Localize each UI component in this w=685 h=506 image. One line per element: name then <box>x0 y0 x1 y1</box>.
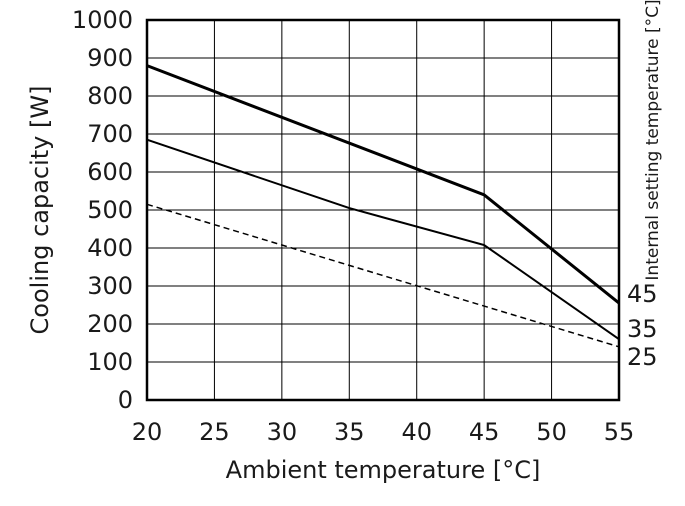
x-tick-label: 25 <box>199 418 230 446</box>
series-label-35: 35 <box>627 315 658 343</box>
plot-frame <box>145 18 621 402</box>
x-tick-labels: 20 25 30 35 40 45 50 55 <box>132 418 635 446</box>
y-tick-label: 200 <box>87 310 133 338</box>
y-tick-label: 900 <box>87 44 133 72</box>
y-axis-title: Cooling capacity [W] <box>26 86 54 335</box>
y-tick-label: 0 <box>118 386 133 414</box>
x-tick-label: 35 <box>334 418 365 446</box>
x-tick-label: 20 <box>132 418 163 446</box>
x-tick-label: 40 <box>401 418 432 446</box>
x-tick-label: 55 <box>604 418 635 446</box>
x-tick-label: 45 <box>469 418 500 446</box>
series-label-25: 25 <box>627 343 658 371</box>
y-tick-label: 800 <box>87 82 133 110</box>
series-line-45 <box>146 64 620 305</box>
y-tick-label: 400 <box>87 234 133 262</box>
series-line-25 <box>146 203 620 348</box>
y-tick-label: 100 <box>87 348 133 376</box>
grid <box>147 20 619 400</box>
x-tick-label: 30 <box>267 418 298 446</box>
y-tick-label: 500 <box>87 196 133 224</box>
y-tick-labels: 0 100 200 300 400 500 600 700 800 900 1000 <box>72 6 133 414</box>
y-tick-label: 600 <box>87 158 133 186</box>
series-line-35 <box>146 138 620 341</box>
y-tick-label: 1000 <box>72 6 133 34</box>
y-tick-label: 700 <box>87 120 133 148</box>
series-lines <box>146 64 620 348</box>
right-axis-title: Internal setting temperature [°C] <box>643 0 663 281</box>
series-label-45: 45 <box>627 280 658 308</box>
x-tick-label: 50 <box>536 418 567 446</box>
y-tick-label: 300 <box>87 272 133 300</box>
x-axis-title: Ambient temperature [°C] <box>226 456 541 484</box>
